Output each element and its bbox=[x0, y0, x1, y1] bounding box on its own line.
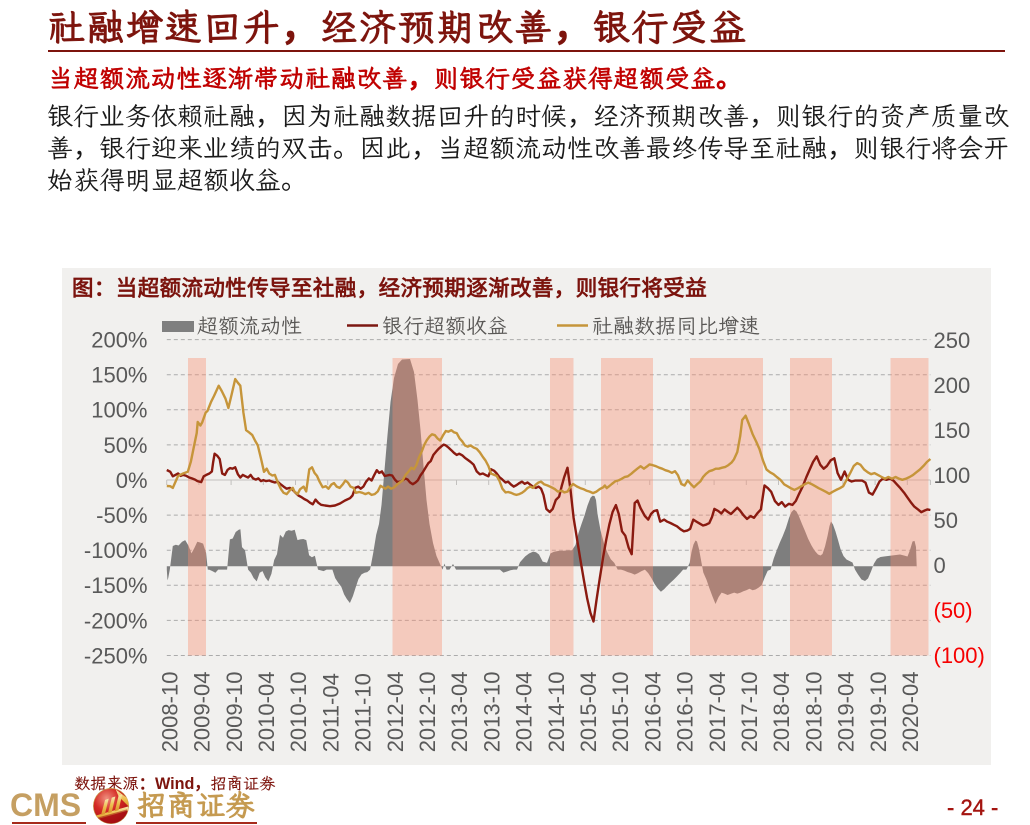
svg-text:2008-10: 2008-10 bbox=[157, 672, 182, 753]
svg-text:(50): (50) bbox=[934, 598, 973, 623]
svg-text:2019-04: 2019-04 bbox=[834, 672, 859, 753]
svg-text:-200%: -200% bbox=[84, 608, 148, 633]
svg-text:(100): (100) bbox=[934, 643, 985, 668]
svg-text:2015-10: 2015-10 bbox=[608, 672, 633, 753]
svg-text:150: 150 bbox=[934, 418, 971, 443]
svg-text:200: 200 bbox=[934, 373, 971, 398]
svg-text:2012-04: 2012-04 bbox=[383, 672, 408, 753]
svg-text:100%: 100% bbox=[91, 398, 147, 423]
svg-text:2016-10: 2016-10 bbox=[673, 672, 698, 753]
svg-text:2018-04: 2018-04 bbox=[769, 672, 794, 753]
svg-text:2013-04: 2013-04 bbox=[447, 672, 472, 753]
svg-text:2016-04: 2016-04 bbox=[640, 672, 665, 753]
svg-text:50%: 50% bbox=[103, 433, 147, 458]
svg-text:2014-04: 2014-04 bbox=[512, 672, 537, 753]
svg-text:-50%: -50% bbox=[96, 503, 147, 528]
svg-text:2012-10: 2012-10 bbox=[415, 672, 440, 753]
svg-text:200%: 200% bbox=[91, 328, 147, 353]
svg-text:2018-10: 2018-10 bbox=[801, 672, 826, 753]
svg-text:250: 250 bbox=[934, 328, 971, 353]
svg-text:2020-04: 2020-04 bbox=[898, 672, 923, 753]
svg-text:2010-04: 2010-04 bbox=[254, 672, 279, 753]
svg-text:2019-10: 2019-10 bbox=[866, 672, 891, 753]
svg-text:2013-10: 2013-10 bbox=[479, 672, 504, 753]
svg-text:2010-10: 2010-10 bbox=[286, 672, 311, 753]
svg-text:2014-10: 2014-10 bbox=[544, 672, 569, 753]
svg-text:2015-04: 2015-04 bbox=[576, 672, 601, 753]
svg-text:-100%: -100% bbox=[84, 538, 148, 563]
svg-text:2011-04: 2011-04 bbox=[318, 673, 343, 752]
svg-text:0: 0 bbox=[934, 553, 946, 578]
svg-text:100: 100 bbox=[934, 463, 971, 488]
svg-text:2017-04: 2017-04 bbox=[705, 672, 730, 753]
svg-text:2009-04: 2009-04 bbox=[190, 672, 215, 753]
svg-text:-250%: -250% bbox=[84, 643, 148, 668]
svg-text:0%: 0% bbox=[116, 468, 148, 493]
svg-text:超额流动性: 超额流动性 bbox=[197, 315, 302, 338]
svg-text:2011-10: 2011-10 bbox=[351, 673, 376, 752]
svg-text:-150%: -150% bbox=[84, 573, 148, 598]
svg-text:2017-10: 2017-10 bbox=[737, 672, 762, 753]
svg-text:50: 50 bbox=[934, 508, 958, 533]
svg-text:2009-10: 2009-10 bbox=[222, 672, 247, 753]
svg-text:银行超额收益: 银行超额收益 bbox=[382, 315, 508, 338]
svg-text:社融数据同比增速: 社融数据同比增速 bbox=[592, 315, 760, 338]
svg-text:150%: 150% bbox=[91, 363, 147, 388]
svg-text:图：当超额流动性传导至社融，经济预期逐渐改善，则银行将受益: 图：当超额流动性传导至社融，经济预期逐渐改善，则银行将受益 bbox=[72, 276, 707, 301]
